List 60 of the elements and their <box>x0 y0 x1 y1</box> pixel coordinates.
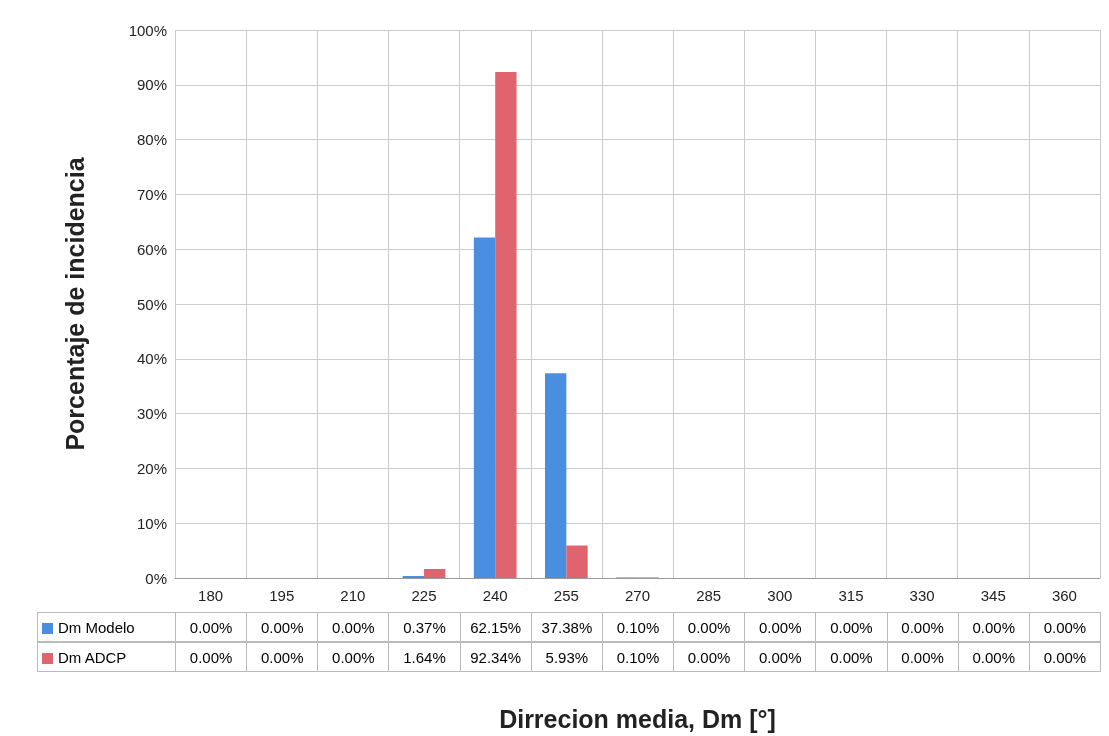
x-tick-label: 300 <box>767 587 793 604</box>
legend-label: Dm Modelo <box>37 612 176 642</box>
data-label: 62.15% <box>459 612 532 642</box>
data-label: 0.00% <box>673 612 746 642</box>
bar <box>566 545 588 578</box>
data-label: 0.00% <box>175 612 248 642</box>
y-tick-label: 100% <box>128 21 167 39</box>
data-label: 0.00% <box>317 642 390 672</box>
legend-label: Dm ADCP <box>37 642 176 672</box>
x-tick-label: 360 <box>1051 587 1077 604</box>
y-tick-label: 60% <box>136 240 167 258</box>
y-tick-label: 70% <box>136 185 167 203</box>
data-label: 0.37% <box>388 612 461 642</box>
data-label: 92.34% <box>459 642 532 672</box>
x-axis-title: Dirrecion media, Dm [°] <box>499 704 776 733</box>
data-label: 0.00% <box>317 612 390 642</box>
x-tick-label: 210 <box>340 587 366 604</box>
x-tick-label: 225 <box>411 587 437 604</box>
data-label: 0.00% <box>673 642 746 672</box>
data-label: 0.00% <box>815 612 888 642</box>
y-tick-label: 80% <box>136 131 167 149</box>
y-axis-title: Porcentaje de incidencia <box>60 156 89 451</box>
x-tick-label: 285 <box>696 587 722 604</box>
x-tick-label: 270 <box>624 587 651 604</box>
x-tick-label: 345 <box>980 587 1006 604</box>
y-tick-label: 90% <box>136 76 167 94</box>
x-tick-label: 195 <box>269 587 295 604</box>
data-label: 0.00% <box>815 642 888 672</box>
data-label: 0.00% <box>246 642 319 672</box>
data-label: 0.00% <box>744 612 817 642</box>
y-tick-label: 30% <box>136 405 167 423</box>
data-label: 0.00% <box>175 642 248 672</box>
data-label: 5.93% <box>530 642 603 672</box>
x-tick-label: 240 <box>482 587 508 604</box>
y-tick-label: 40% <box>136 350 167 368</box>
y-tick-label: 50% <box>136 295 167 313</box>
data-label: 0.10% <box>601 642 675 672</box>
bar <box>424 569 446 578</box>
data-label: 0.00% <box>744 642 817 672</box>
bar <box>473 237 496 578</box>
x-tick-label: 330 <box>909 587 935 604</box>
x-tick-label: 255 <box>553 587 579 604</box>
data-label: 0.10% <box>601 612 675 642</box>
bar <box>402 575 425 578</box>
x-tick-label: 315 <box>838 587 864 604</box>
bar <box>545 373 567 578</box>
data-label: 0.00% <box>246 612 319 642</box>
data-label: 0.00% <box>1028 642 1101 672</box>
data-label: 1.64% <box>388 642 461 672</box>
data-label: 37.38% <box>530 612 603 642</box>
data-label: 0.00% <box>957 612 1030 642</box>
bar <box>495 71 517 578</box>
data-label: 0.00% <box>886 612 959 642</box>
data-label: 0.00% <box>1028 612 1101 642</box>
x-tick-label: 180 <box>198 587 224 604</box>
data-label: 0.00% <box>957 642 1030 672</box>
y-tick-label: 20% <box>136 459 167 477</box>
data-label: 0.00% <box>886 642 959 672</box>
y-tick-label: 10% <box>136 514 167 532</box>
y-tick-label: 0% <box>145 569 167 587</box>
